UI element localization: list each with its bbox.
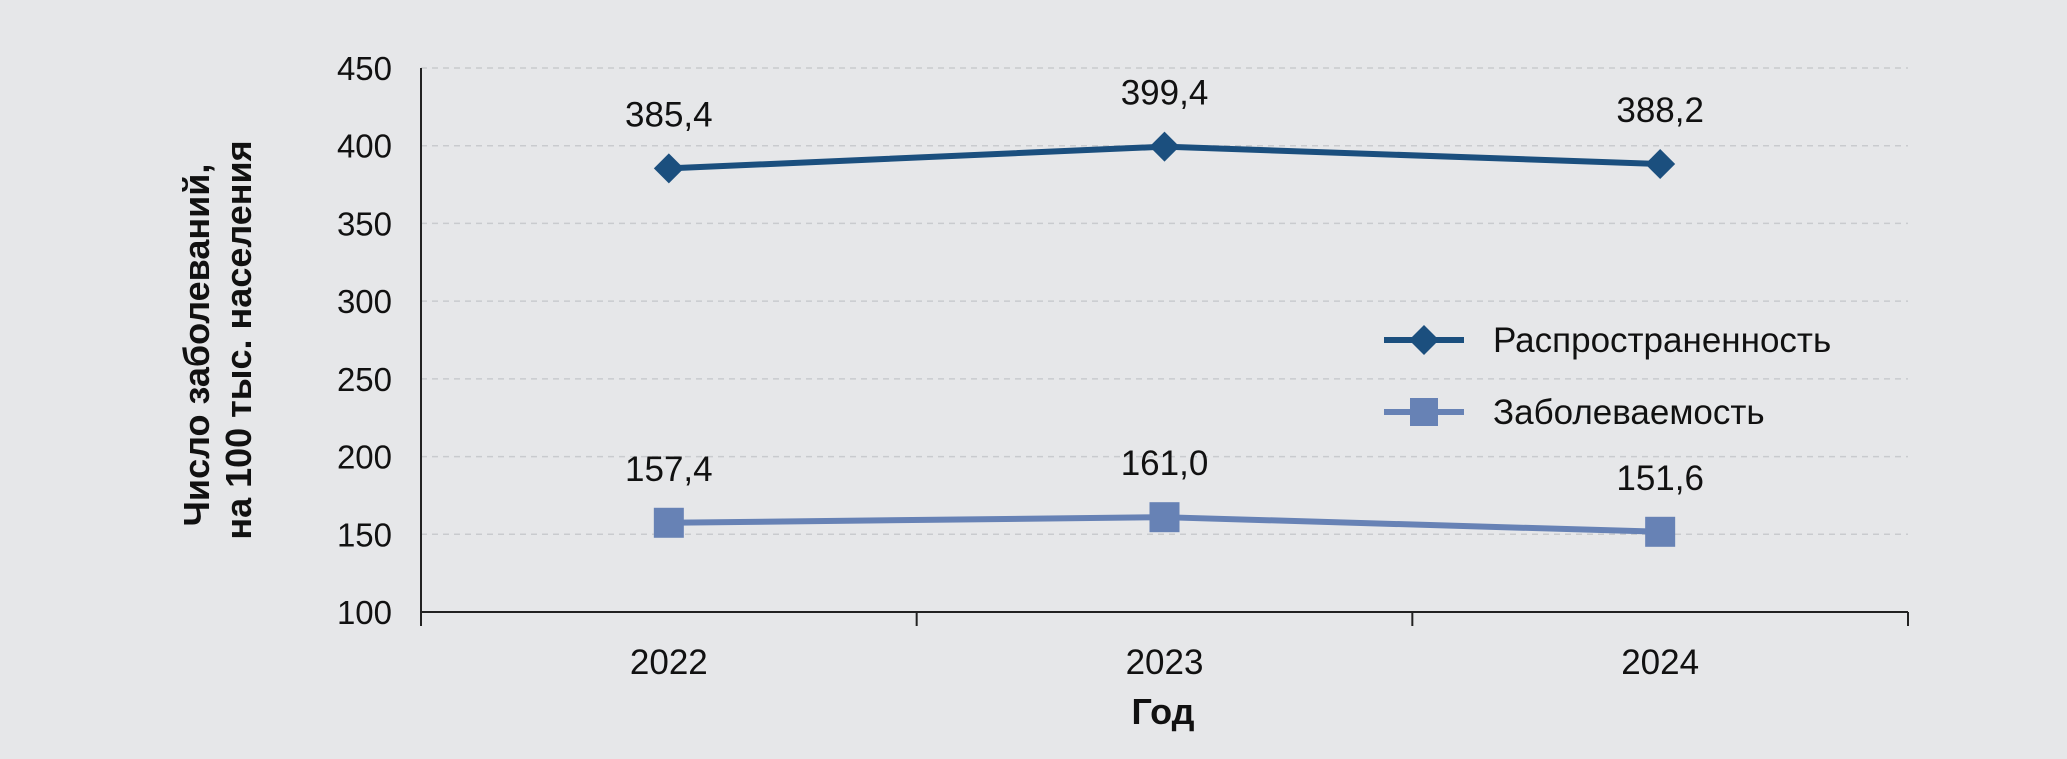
y-tick-label: 300 (337, 283, 392, 320)
series (653, 131, 1676, 547)
legend-square-marker (1410, 398, 1438, 426)
y-tick-label: 450 (337, 50, 392, 87)
y-tick-label: 100 (337, 594, 392, 631)
y-tick-labels: 100 150 200 250 300 350 400 450 (337, 50, 392, 631)
x-tick-labels: 2022 2023 2024 (630, 643, 1699, 682)
x-tick-label: 2023 (1126, 643, 1204, 682)
x-axis-title: Год (1132, 691, 1195, 732)
x-tick-label: 2022 (630, 643, 708, 682)
data-label: 388,2 (1616, 91, 1704, 130)
data-label: 385,4 (625, 95, 713, 134)
data-label: 161,0 (1121, 444, 1209, 483)
diamond-marker (1149, 131, 1180, 162)
legend-label-incidence: Заболеваемость (1493, 393, 1765, 432)
square-marker (653, 507, 684, 538)
axes (420, 68, 1909, 626)
y-tick-label: 200 (337, 439, 392, 476)
x-tick-label: 2024 (1621, 643, 1699, 682)
y-tick-label: 350 (337, 205, 392, 242)
diamond-marker (1645, 149, 1676, 180)
data-label: 399,4 (1121, 74, 1209, 113)
data-labels: 385,4 399,4 388,2 157,4 161,0 151,6 (625, 74, 1704, 498)
square-marker (1645, 516, 1676, 547)
y-tick-label: 400 (337, 128, 392, 165)
y-axis-title: Число заболеваний, на 100 тыс. населения (176, 140, 259, 539)
data-label: 157,4 (625, 450, 713, 489)
legend-label-prevalence: Распространенность (1493, 321, 1831, 360)
y-axis-title-line-1: Число заболеваний, (176, 164, 217, 527)
legend-item-incidence: Заболеваемость (1384, 393, 1765, 432)
legend: Распространенность Заболеваемость (1384, 321, 1831, 432)
square-marker (1149, 502, 1180, 533)
legend-item-prevalence: Распространенность (1384, 321, 1831, 360)
legend-diamond-marker (1409, 325, 1439, 355)
y-tick-label: 150 (337, 516, 392, 553)
y-tick-label: 250 (337, 361, 392, 398)
y-axis-title-line-2: на 100 тыс. населения (218, 140, 259, 539)
diamond-marker (653, 153, 684, 184)
data-label: 151,6 (1616, 459, 1704, 498)
